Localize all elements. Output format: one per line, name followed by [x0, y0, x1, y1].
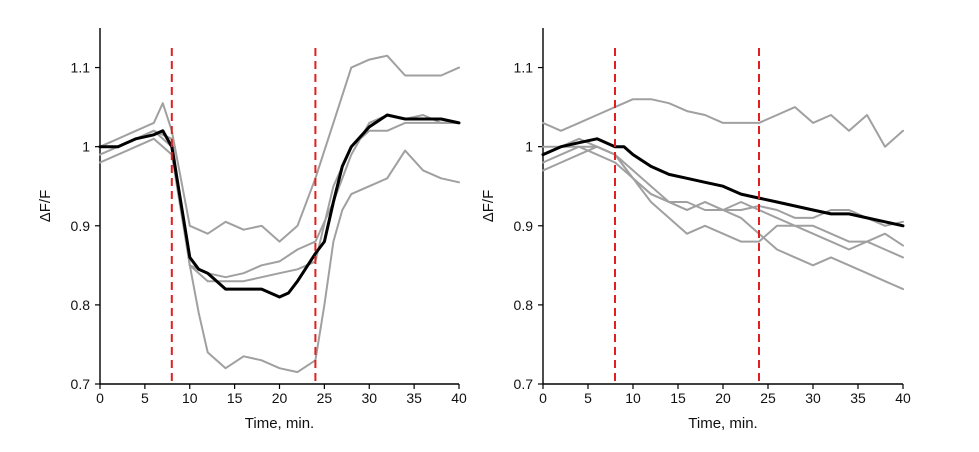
x-tick-label: 35 — [850, 390, 866, 406]
y-tick-label: 1.1 — [71, 60, 91, 76]
x-tick-label: 5 — [584, 390, 592, 406]
y-tick-label: 0.8 — [514, 297, 534, 313]
individual-trace-line — [542, 145, 904, 259]
individual-trace-line — [542, 98, 904, 148]
mean-trace-line — [541, 137, 905, 228]
y-axis-title: ΔF/F — [480, 190, 497, 223]
x-axis-title: Time, min. — [688, 415, 757, 432]
individual-trace-line — [99, 121, 460, 283]
x-tick-label: 15 — [670, 390, 686, 406]
y-tick-label: 1 — [525, 139, 533, 155]
individual-trace-line — [542, 145, 904, 291]
x-tick-label: 20 — [272, 390, 288, 406]
x-tick-label: 35 — [406, 390, 422, 406]
y-tick-label: 1 — [82, 139, 90, 155]
x-tick-label: 15 — [227, 390, 243, 406]
y-tick-label: 0.7 — [514, 376, 534, 392]
x-tick-label: 30 — [805, 390, 821, 406]
x-tick-label: 0 — [96, 390, 104, 406]
y-tick-label: 0.7 — [71, 376, 91, 392]
y-tick-label: 0.9 — [71, 218, 91, 234]
x-axis-title: Time, min. — [245, 415, 314, 432]
x-tick-label: 40 — [451, 390, 467, 406]
x-tick-label: 0 — [539, 390, 547, 406]
individual-trace-line — [542, 145, 904, 247]
x-tick-label: 30 — [361, 390, 377, 406]
x-tick-label: 10 — [182, 390, 198, 406]
x-tick-label: 10 — [625, 390, 641, 406]
y-tick-label: 0.9 — [514, 218, 534, 234]
individual-trace-line — [99, 137, 460, 374]
mean-trace-line — [98, 113, 461, 299]
x-tick-label: 20 — [715, 390, 731, 406]
y-tick-label: 0.8 — [71, 297, 91, 313]
x-tick-label: 25 — [760, 390, 776, 406]
x-tick-label: 25 — [317, 390, 333, 406]
individual-trace-line — [99, 54, 460, 243]
right-panel: 0 5 10 15 20 25 30 35 40 0.7 0.8 0.9 1 1.1 Time, min. Δ… — [480, 28, 911, 432]
x-tick-label: 40 — [895, 390, 911, 406]
y-axis-title: ΔF/F — [37, 190, 54, 223]
x-tick-label: 5 — [141, 390, 149, 406]
left-panel: 0 5 10 15 20 25 30 35 40 0.7 0.8 0.9 1 1.1 Time, min. Δ… — [37, 28, 467, 432]
y-tick-label: 1.1 — [514, 60, 534, 76]
